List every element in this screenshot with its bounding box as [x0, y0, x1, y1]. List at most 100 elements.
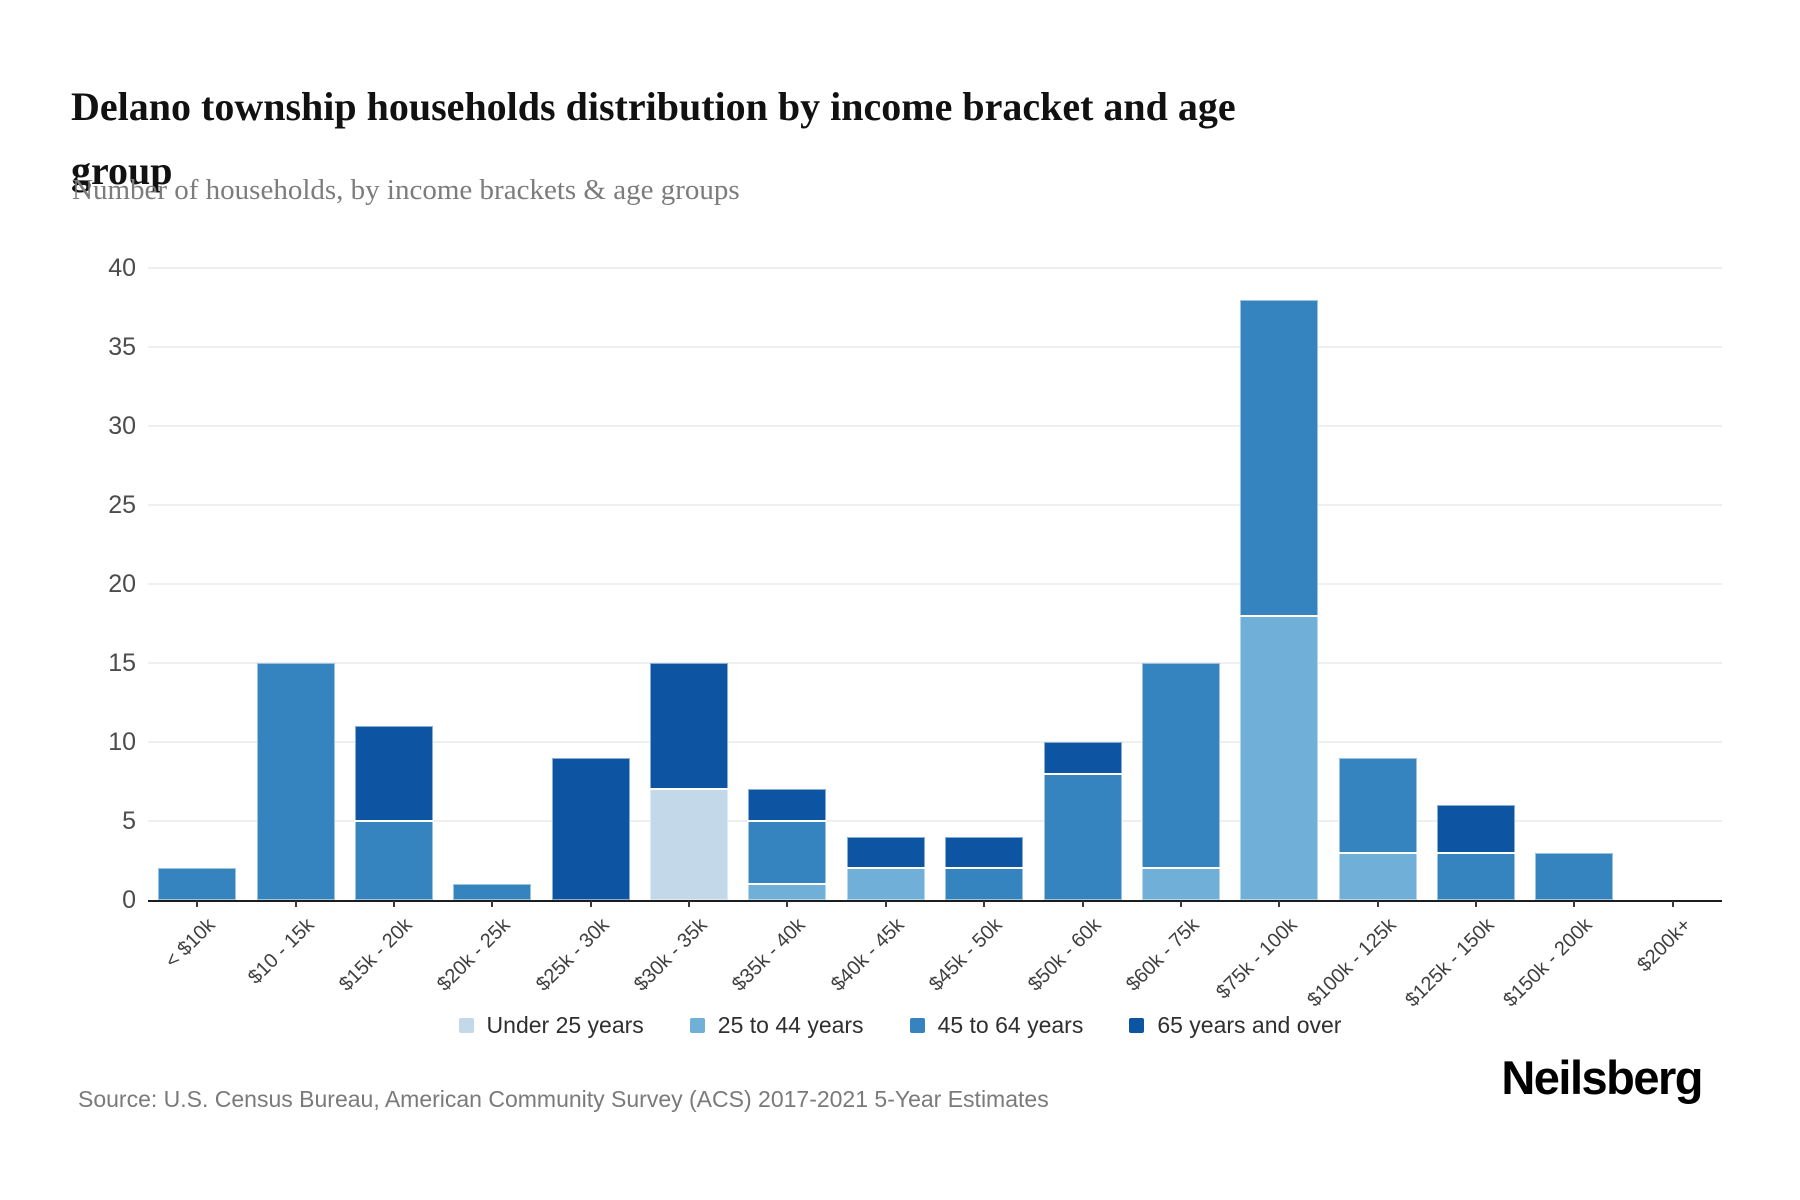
x-axis-tick	[884, 901, 887, 907]
bar-stack[interactable]	[158, 268, 237, 900]
x-axis-tick	[1573, 901, 1576, 907]
bar-stack[interactable]	[453, 268, 532, 900]
bar-segment[interactable]	[1437, 805, 1516, 853]
bar-stack[interactable]	[1338, 268, 1417, 900]
x-axis-tick-label: $100k - 125k	[1302, 914, 1401, 1012]
bar-stack[interactable]	[846, 268, 925, 900]
bar-segment[interactable]	[846, 868, 925, 900]
gridline	[148, 267, 1722, 269]
legend-item[interactable]: Under 25 years	[458, 1012, 644, 1039]
brand-logo[interactable]: Neilsberg	[1501, 1051, 1703, 1104]
plot-area	[148, 267, 1722, 902]
source-text: Source: U.S. Census Bureau, American Com…	[78, 1086, 1049, 1112]
y-axis-tick-label: 25	[108, 491, 136, 519]
bar-segment[interactable]	[650, 789, 729, 900]
bar-segment[interactable]	[1240, 299, 1319, 616]
x-axis-tick-label: $10 - 15k	[243, 914, 319, 989]
x-axis-tick-label: $50k - 60k	[1023, 914, 1106, 996]
x-axis-tick-label: $75k - 100k	[1212, 914, 1302, 1004]
chart-title-line1: Delano township households distribution …	[71, 83, 1236, 129]
segment-divider	[748, 883, 827, 886]
bar-stack[interactable]	[256, 268, 335, 900]
y-axis-tick-label: 20	[108, 570, 136, 598]
y-axis-tick-label: 10	[108, 728, 136, 756]
bar-segment[interactable]	[1338, 852, 1417, 900]
segment-divider	[945, 867, 1024, 870]
bar-segment[interactable]	[1240, 615, 1319, 900]
gridline	[148, 662, 1722, 664]
x-axis-line	[148, 899, 1722, 902]
legend-item[interactable]: 45 to 64 years	[909, 1012, 1084, 1039]
bar-stack[interactable]	[650, 268, 729, 900]
legend: Under 25 years 25 to 44 years 45 to 64 yea…	[20, 1012, 1780, 1039]
bar-segment[interactable]	[256, 663, 335, 900]
bar-stack[interactable]	[1634, 268, 1712, 900]
segment-divider	[1240, 614, 1319, 617]
x-axis-tick-label: $30k - 35k	[630, 914, 712, 996]
gridline	[148, 346, 1722, 348]
bar-stack[interactable]	[1043, 268, 1122, 900]
bar-stack[interactable]	[1141, 268, 1220, 900]
legend-swatch	[458, 1018, 474, 1033]
chart-title: Delano township households distribution …	[71, 75, 1501, 203]
gridline	[148, 583, 1722, 585]
x-axis-tick-label: $15k - 20k	[334, 914, 417, 996]
bar-segment[interactable]	[158, 868, 237, 900]
x-axis-tick	[1475, 901, 1478, 907]
bar-segment[interactable]	[1043, 773, 1122, 900]
legend-swatch	[909, 1018, 925, 1033]
x-axis-tick-label: $150k - 200k	[1499, 914, 1597, 1012]
x-axis-tick	[196, 901, 199, 907]
segment-divider	[1338, 851, 1417, 854]
x-axis-tick	[1278, 901, 1281, 907]
bar-segment[interactable]	[1141, 868, 1220, 900]
legend-label: 45 to 64 years	[937, 1012, 1084, 1038]
segment-divider	[354, 820, 433, 822]
y-axis-tick-label: 30	[108, 412, 136, 440]
x-axis-tick	[294, 901, 297, 907]
y-axis-tick-label: 15	[108, 649, 136, 677]
legend-item[interactable]: 25 to 44 years	[689, 1012, 864, 1039]
y-axis-tick-label: 5	[122, 807, 136, 835]
bar-segment[interactable]	[945, 836, 1024, 869]
bar-stack[interactable]	[1437, 268, 1516, 900]
bar-segment[interactable]	[650, 663, 729, 790]
bar-segment[interactable]	[1338, 757, 1417, 853]
bar-stack[interactable]	[551, 268, 630, 900]
x-axis-tick	[688, 901, 691, 907]
bar-segment[interactable]	[748, 884, 827, 900]
y-axis-tick-label: 0	[122, 886, 136, 914]
bar-segment[interactable]	[354, 726, 433, 821]
x-axis-tick-label: $45k - 50k	[925, 914, 1007, 996]
x-axis-tick-label: $125k - 150k	[1401, 914, 1499, 1012]
chart-subtitle: Number of households, by income brackets…	[72, 174, 740, 206]
x-axis-tick-label: $25k - 30k	[531, 914, 614, 996]
bar-segment[interactable]	[453, 884, 532, 900]
bar-stack[interactable]	[945, 268, 1024, 900]
bar-segment[interactable]	[748, 821, 827, 885]
bar-stack[interactable]	[354, 268, 433, 900]
bar-segment[interactable]	[551, 757, 630, 900]
bar-segment[interactable]	[748, 789, 827, 821]
segment-divider	[650, 788, 729, 791]
bar-stack[interactable]	[1240, 268, 1319, 900]
legend-item[interactable]: 65 years and over	[1129, 1012, 1341, 1039]
bar-segment[interactable]	[846, 836, 925, 869]
x-axis-tick-label: $20k - 25k	[433, 914, 515, 996]
x-axis-tick	[786, 901, 789, 907]
x-axis-tick-label: $35k - 40k	[728, 914, 810, 996]
bar-segment[interactable]	[354, 821, 433, 900]
legend-label: 65 years and over	[1157, 1012, 1342, 1038]
segment-divider	[846, 867, 925, 870]
bar-segment[interactable]	[945, 868, 1024, 900]
x-axis-tick-label: $40k - 45k	[826, 914, 909, 996]
bar-segment[interactable]	[1043, 742, 1122, 774]
bar-segment[interactable]	[1141, 663, 1220, 869]
bar-segment[interactable]	[1535, 852, 1614, 900]
bar-segment[interactable]	[1437, 852, 1516, 900]
x-axis-tick	[1081, 901, 1084, 907]
legend-label: Under 25 years	[486, 1012, 644, 1038]
x-axis-tick-label: $60k - 75k	[1121, 914, 1204, 996]
bar-stack[interactable]	[748, 268, 827, 900]
bar-stack[interactable]	[1535, 268, 1614, 900]
